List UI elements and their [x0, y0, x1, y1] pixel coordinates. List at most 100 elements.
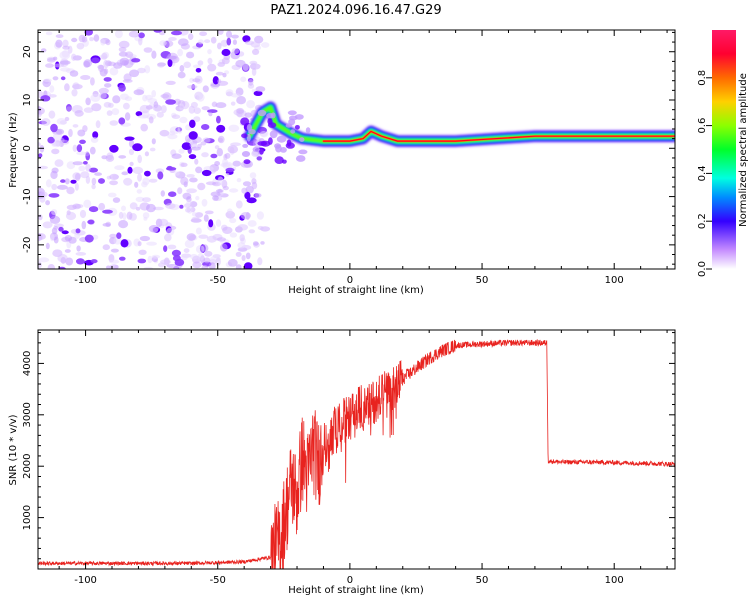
noise-blob	[105, 39, 111, 46]
noise-blob	[72, 82, 80, 90]
noise-blob	[50, 123, 58, 133]
noise-blob	[91, 177, 97, 186]
noise-blob	[45, 242, 50, 250]
transition-blob	[282, 159, 287, 164]
noise-blob	[165, 167, 177, 171]
noise-blob	[137, 258, 147, 264]
noise-blob	[235, 251, 242, 257]
noise-blob	[71, 89, 78, 97]
y-tick-label: 0	[22, 145, 33, 151]
noise-blob	[45, 200, 50, 206]
y-tick-label: -10	[22, 188, 33, 204]
noise-blob	[244, 191, 251, 200]
noise-blob	[199, 31, 208, 37]
noise-blob	[94, 172, 102, 176]
noise-blob	[72, 161, 84, 166]
snr-frame	[37, 329, 676, 570]
noise-blob	[210, 153, 218, 159]
noise-blob	[48, 193, 60, 198]
noise-blob	[90, 137, 99, 143]
noise-blob	[144, 151, 149, 157]
noise-blob	[160, 190, 165, 197]
noise-blob	[197, 60, 204, 66]
noise-blob	[186, 84, 198, 89]
noise-blob	[244, 112, 252, 118]
noise-blob	[190, 253, 198, 260]
noise-blob	[203, 214, 209, 222]
noise-blob	[91, 103, 102, 112]
noise-blob	[252, 241, 259, 246]
noise-blob	[189, 119, 196, 128]
snr-background	[38, 330, 675, 569]
noise-blob	[157, 171, 164, 180]
noise-blob	[38, 90, 43, 98]
transition-blob	[267, 118, 273, 125]
noise-blob	[216, 115, 221, 124]
noise-blob	[51, 209, 58, 216]
noise-blob	[100, 39, 106, 46]
noise-blob	[243, 262, 253, 269]
noise-blob	[215, 219, 222, 227]
noise-blob	[225, 167, 235, 173]
noise-blob	[54, 159, 64, 167]
noise-blob	[137, 241, 142, 247]
noise-blob	[214, 145, 220, 150]
noise-blob	[195, 195, 200, 201]
noise-blob	[186, 51, 195, 59]
noise-blob	[76, 258, 85, 265]
noise-blob	[179, 65, 185, 72]
transition-blob	[240, 117, 250, 126]
noise-blob	[52, 76, 59, 81]
noise-blob	[179, 204, 184, 209]
noise-blob	[83, 199, 92, 208]
noise-blob	[236, 96, 247, 105]
noise-blob	[143, 266, 154, 269]
noise-blob	[112, 95, 121, 104]
noise-blob	[93, 34, 100, 42]
noise-blob	[242, 181, 252, 187]
noise-blob	[171, 30, 182, 36]
noise-blob	[118, 220, 129, 229]
noise-blob	[239, 234, 245, 242]
noise-blob	[171, 249, 181, 257]
noise-blob	[51, 183, 58, 191]
noise-blob	[184, 239, 195, 248]
noise-blob	[102, 223, 111, 227]
noise-blob	[45, 63, 54, 68]
noise-blob	[169, 126, 181, 135]
noise-blob	[112, 174, 119, 180]
noise-blob	[75, 173, 81, 181]
noise-blob	[88, 206, 99, 213]
noise-blob	[105, 154, 115, 162]
noise-blob	[163, 245, 168, 253]
noise-blob	[87, 219, 95, 225]
noise-blob	[226, 37, 232, 46]
noise-blob	[144, 170, 151, 177]
noise-blob	[137, 154, 142, 164]
noise-blob	[215, 257, 221, 266]
colorbar-tick-label: 0.0	[697, 261, 708, 277]
noise-blob	[178, 148, 185, 154]
noise-blob	[160, 94, 170, 99]
noise-blob	[216, 237, 227, 242]
noise-blob	[241, 255, 246, 261]
noise-blob	[132, 143, 143, 152]
noise-blob	[222, 185, 229, 191]
transition-blob	[294, 125, 300, 130]
noise-blob	[56, 118, 67, 125]
noise-blob	[192, 64, 202, 69]
noise-blob	[188, 131, 198, 140]
noise-blob	[69, 70, 79, 77]
noise-blob	[62, 45, 70, 50]
noise-blob	[137, 114, 149, 119]
noise-blob	[220, 243, 228, 252]
noise-blob	[91, 184, 96, 190]
noise-blob	[111, 108, 120, 116]
noise-blob	[142, 94, 148, 102]
noise-blob	[99, 92, 107, 99]
noise-blob	[174, 258, 185, 266]
noise-blob	[228, 188, 239, 193]
y-tick-label: 20	[22, 45, 33, 58]
noise-blob	[78, 165, 86, 172]
